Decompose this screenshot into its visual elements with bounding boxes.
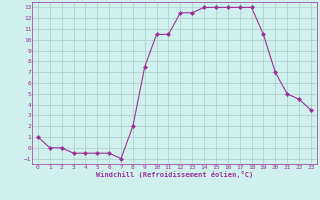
X-axis label: Windchill (Refroidissement éolien,°C): Windchill (Refroidissement éolien,°C) [96,171,253,178]
